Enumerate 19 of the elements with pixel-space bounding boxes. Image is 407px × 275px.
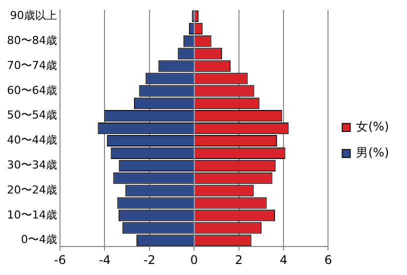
x-tick-label: 0 (190, 252, 198, 267)
y-tick-label: 70〜74歳 (6, 58, 57, 72)
y-tick-label: 30〜34歳 (6, 158, 57, 172)
legend-label: 男(%) (356, 146, 389, 160)
x-tick-label: 2 (235, 252, 243, 267)
x-tick-label: -2 (143, 252, 156, 267)
y-tick-label: 50〜54歳 (6, 108, 57, 122)
y-tick-label: 0〜4歳 (20, 233, 57, 246)
y-tick-label: 10〜14歳 (6, 208, 57, 222)
y-tick-label: 60〜64歳 (6, 84, 57, 97)
y-tick-label: 80〜84歳 (6, 34, 57, 47)
x-tick-label: -4 (98, 252, 111, 267)
x-tick-label: 6 (324, 252, 332, 267)
y-tick-label: 90歳以上 (10, 9, 57, 22)
x-tick-label: -6 (54, 252, 66, 267)
x-tick-label: 4 (280, 252, 288, 267)
y-tick-label: 20〜24歳 (6, 183, 57, 196)
y-tick-label: 40〜44歳 (6, 134, 57, 147)
legend-label: 女(%) (356, 120, 389, 134)
